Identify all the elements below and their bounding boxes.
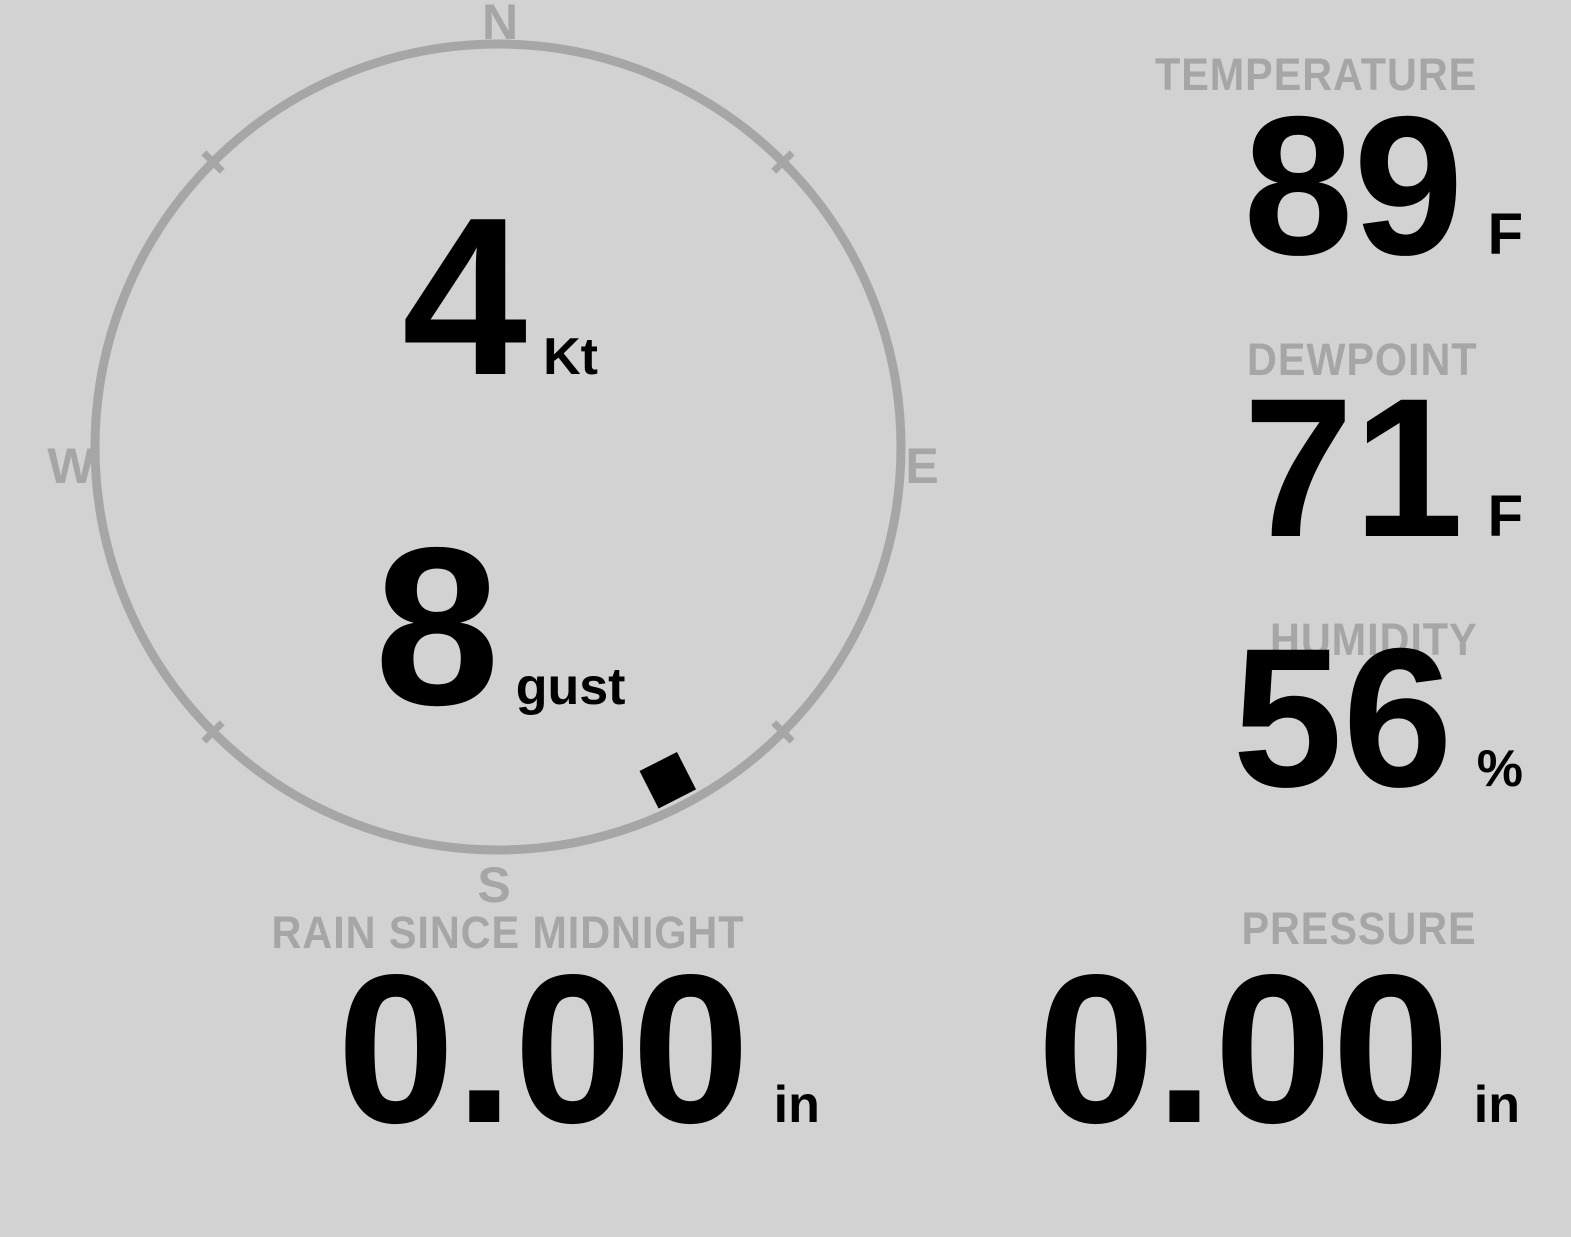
rain-label: RAIN SINCE MIDNIGHT	[271, 907, 745, 958]
temperature-label: TEMPERATURE	[1154, 49, 1477, 100]
dewpoint-readout: 71 F	[1243, 369, 1523, 567]
pressure-readout: 0.00 in	[1037, 943, 1520, 1155]
humidity-value: 56	[1232, 607, 1453, 828]
rain-unit: in	[773, 1076, 820, 1134]
humidity-label: HUMIDITY	[1269, 614, 1477, 665]
cardinal-east: E	[905, 438, 939, 494]
pressure-unit: in	[1473, 1076, 1520, 1134]
compass-intercardinal-ticks	[201, 150, 795, 744]
temperature-readout: 89 F	[1243, 87, 1523, 285]
temperature-value: 89	[1243, 75, 1464, 296]
compass-circle	[90, 39, 906, 855]
dewpoint-unit: F	[1487, 484, 1523, 549]
humidity-readout: 56 %	[1233, 619, 1524, 817]
wind-gust-readout: 8 gust	[375, 514, 626, 739]
cardinal-south: S	[477, 857, 511, 913]
wind-gust-value: 8	[374, 500, 500, 752]
wind-gust-unit: gust	[515, 658, 626, 716]
wind-speed-unit: Kt	[543, 328, 599, 386]
tick-sw	[201, 720, 225, 744]
humidity-unit: %	[1476, 740, 1523, 798]
dewpoint-label: DEWPOINT	[1246, 334, 1477, 385]
dewpoint-value: 71	[1243, 357, 1464, 578]
wind-direction-marker	[639, 751, 697, 809]
wind-speed-readout: 4 Kt	[402, 184, 598, 409]
cardinal-west: W	[47, 438, 95, 494]
wind-speed-value: 4	[401, 170, 528, 422]
tick-nw	[201, 150, 225, 174]
tick-se	[771, 720, 795, 744]
rain-readout: 0.00 in	[337, 943, 820, 1155]
tick-ne	[771, 150, 795, 174]
temperature-unit: F	[1487, 202, 1523, 267]
rain-value: 0.00	[337, 930, 750, 1167]
pressure-label: PRESSURE	[1241, 903, 1477, 954]
cardinal-north: N	[481, 0, 519, 50]
pressure-value: 0.00	[1037, 930, 1450, 1167]
